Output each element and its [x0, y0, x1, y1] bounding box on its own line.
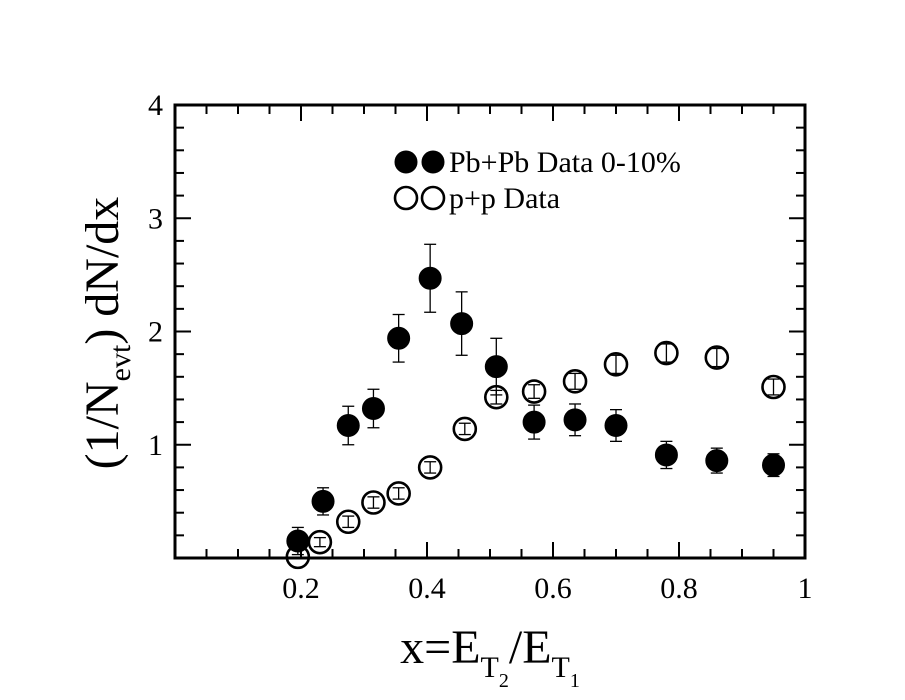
- legend-marker: [420, 185, 446, 211]
- pp-data-point: [417, 455, 443, 480]
- pp-data-point: [761, 374, 786, 400]
- pbpb-data-point: [361, 397, 385, 421]
- pp-data-point: [603, 352, 629, 377]
- x-axis-title-sub1-sub: 2: [499, 670, 509, 692]
- pp-data-point: [335, 509, 361, 535]
- y-tick-label: 2: [148, 316, 163, 349]
- y-axis-title-post: ) dN/dx: [76, 197, 129, 345]
- y-tick-label: 4: [148, 89, 163, 122]
- pp-data-point: [521, 379, 547, 404]
- pbpb-data-point: [563, 408, 587, 432]
- x-tick-label: 1: [798, 572, 813, 605]
- y-axis-title-sub: evt: [104, 344, 137, 381]
- pp-data-point: [452, 416, 478, 442]
- pbpb-data-point: [484, 355, 508, 379]
- pp-data-point: [562, 369, 588, 394]
- x-tick-label: 0.6: [534, 572, 572, 605]
- legend-marker: [421, 150, 445, 174]
- pbpb-data-point: [604, 413, 628, 437]
- pbpb-data-point: [762, 453, 785, 477]
- legend-marker: [394, 150, 418, 174]
- legend-label: p+p Data: [449, 182, 560, 215]
- pbpb-data-point: [705, 449, 729, 473]
- x-tick-label: 0.4: [408, 572, 446, 605]
- x-axis-title-main: x=E: [400, 621, 480, 674]
- x-axis-title-sub2-sub: 1: [570, 670, 580, 692]
- y-axis-title-pre: (1/N: [76, 381, 129, 469]
- y-tick-label: 3: [148, 202, 163, 235]
- pp-data-point: [361, 490, 386, 515]
- x-axis-title-sub2: T: [552, 651, 570, 684]
- y-tick-label: 1: [148, 429, 163, 462]
- pp-data-point: [704, 345, 730, 370]
- pp-data-point: [285, 544, 311, 570]
- pbpb-data-point: [418, 266, 442, 290]
- legend-label: Pb+Pb Data 0-10%: [449, 146, 681, 179]
- legend-marker: [393, 185, 419, 211]
- x-axis-title-slash: /E: [509, 621, 552, 674]
- x-tick-label: 0.8: [660, 572, 698, 605]
- pp-data-point: [386, 481, 411, 506]
- pbpb-data-point: [654, 443, 678, 467]
- pp-data-point: [483, 384, 509, 410]
- pbpb-data-point: [387, 326, 411, 350]
- pbpb-data-point: [311, 489, 335, 513]
- pp-data-point: [654, 340, 679, 366]
- pp-data-point: [307, 529, 333, 555]
- x-axis-title-sub1: T: [481, 651, 499, 684]
- x-axis-title: x=ET2/ET1: [400, 621, 580, 692]
- x-tick-label: 0.2: [282, 572, 320, 605]
- pbpb-data-point: [522, 410, 546, 434]
- pbpb-data-point: [336, 413, 360, 437]
- y-axis-title: (1/Nevt) dN/dx: [76, 197, 137, 470]
- pbpb-data-point: [450, 312, 474, 336]
